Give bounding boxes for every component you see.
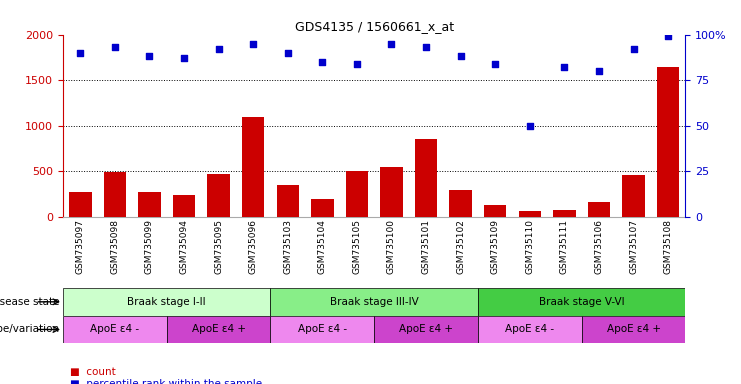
Text: ApoE ε4 +: ApoE ε4 + — [192, 324, 245, 334]
Bar — [311, 199, 333, 217]
Point — [316, 59, 328, 65]
Bar — [374, 316, 478, 343]
Bar — [104, 172, 126, 217]
Text: GSM735109: GSM735109 — [491, 219, 499, 274]
Text: GSM735097: GSM735097 — [76, 219, 84, 274]
Point — [662, 33, 674, 40]
Text: ApoE ε4 -: ApoE ε4 - — [505, 324, 554, 334]
Bar — [553, 210, 576, 217]
Text: ApoE ε4 -: ApoE ε4 - — [90, 324, 139, 334]
Text: ApoE ε4 +: ApoE ε4 + — [399, 324, 453, 334]
Text: GSM735100: GSM735100 — [387, 219, 396, 274]
Text: GSM735096: GSM735096 — [249, 219, 258, 274]
Text: GSM735111: GSM735111 — [560, 219, 569, 274]
Bar — [657, 68, 679, 217]
Bar — [63, 316, 167, 343]
Text: ApoE ε4 +: ApoE ε4 + — [607, 324, 660, 334]
Text: GSM735095: GSM735095 — [214, 219, 223, 274]
Bar — [242, 117, 265, 217]
Point — [351, 61, 363, 67]
Text: GSM735107: GSM735107 — [629, 219, 638, 274]
Text: ■  count: ■ count — [70, 367, 116, 377]
Point — [213, 46, 225, 52]
Bar — [138, 192, 161, 217]
Point — [593, 68, 605, 74]
Point — [247, 41, 259, 47]
Bar — [63, 288, 270, 316]
Point — [282, 50, 293, 56]
Text: GSM735098: GSM735098 — [110, 219, 119, 274]
Bar — [478, 316, 582, 343]
Text: GSM735108: GSM735108 — [664, 219, 673, 274]
Title: GDS4135 / 1560661_x_at: GDS4135 / 1560661_x_at — [295, 20, 453, 33]
Bar — [270, 316, 374, 343]
Bar — [519, 212, 541, 217]
Bar — [270, 288, 478, 316]
Text: GSM735105: GSM735105 — [353, 219, 362, 274]
Bar — [582, 316, 685, 343]
Bar — [478, 288, 685, 316]
Text: GSM735102: GSM735102 — [456, 219, 465, 274]
Text: GSM735099: GSM735099 — [145, 219, 154, 274]
Text: Braak stage V-VI: Braak stage V-VI — [539, 297, 625, 307]
Text: disease state: disease state — [0, 297, 59, 307]
Point — [455, 53, 467, 60]
Text: genotype/variation: genotype/variation — [0, 324, 59, 334]
Bar — [449, 190, 472, 217]
Bar — [173, 195, 196, 217]
Text: GSM735101: GSM735101 — [422, 219, 431, 274]
Point — [559, 65, 571, 71]
Bar — [622, 175, 645, 217]
Point — [178, 55, 190, 61]
Text: GSM735106: GSM735106 — [594, 219, 603, 274]
Point — [74, 50, 86, 56]
Text: Braak stage I-II: Braak stage I-II — [127, 297, 206, 307]
Bar — [380, 167, 403, 217]
Text: ■  percentile rank within the sample: ■ percentile rank within the sample — [70, 379, 262, 384]
Point — [144, 53, 156, 60]
Bar — [167, 316, 270, 343]
Bar — [484, 205, 507, 217]
Point — [109, 44, 121, 50]
Bar — [69, 192, 92, 217]
Bar — [345, 171, 368, 217]
Bar — [207, 174, 230, 217]
Text: ApoE ε4 -: ApoE ε4 - — [298, 324, 347, 334]
Point — [385, 41, 397, 47]
Text: GSM735110: GSM735110 — [525, 219, 534, 274]
Bar — [415, 139, 437, 217]
Bar — [276, 185, 299, 217]
Point — [628, 46, 639, 52]
Text: Braak stage III-IV: Braak stage III-IV — [330, 297, 419, 307]
Text: GSM735104: GSM735104 — [318, 219, 327, 274]
Point — [524, 123, 536, 129]
Bar — [588, 202, 610, 217]
Text: GSM735103: GSM735103 — [283, 219, 292, 274]
Point — [420, 44, 432, 50]
Text: GSM735094: GSM735094 — [179, 219, 188, 274]
Point — [489, 61, 501, 67]
